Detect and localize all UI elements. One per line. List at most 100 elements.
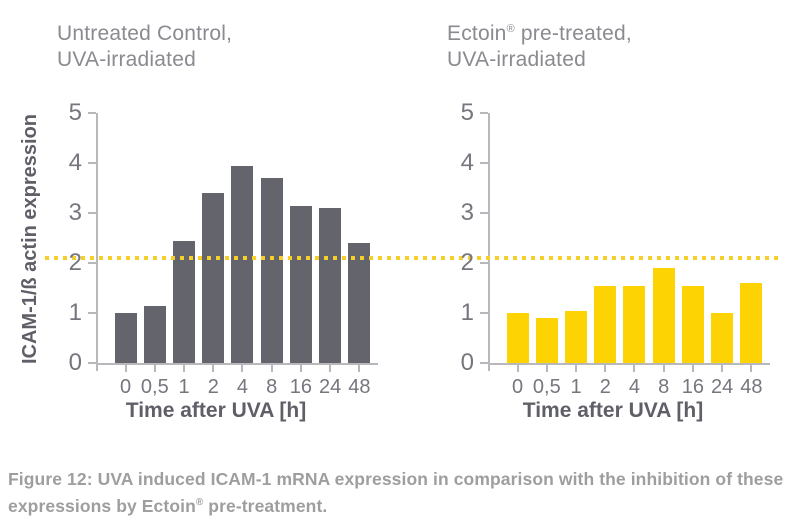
bar-0,5 — [535, 318, 558, 363]
plot-area-untreated: 5 4 3 2 1 0 0 0,5 1 2 4 8 16 24 48 — [69, 100, 378, 398]
bar-0 — [114, 313, 137, 363]
bar-4 — [623, 285, 646, 363]
bar-slot: 2 — [591, 113, 620, 398]
figure-caption: Figure 12: UVA induced ICAM-1 mRNA expre… — [8, 469, 784, 516]
x-tick-label: 8 — [658, 376, 670, 398]
bar-2 — [594, 285, 617, 363]
threshold-line — [45, 256, 783, 260]
x-tick-mark — [633, 365, 636, 372]
bar-slot: 16 — [678, 113, 707, 398]
chart-title-line1: Ectoin® pre-treated, — [447, 22, 632, 45]
x-tick-mark — [545, 365, 548, 372]
bar-slot: 48 — [737, 113, 766, 398]
x-tick-label: 2 — [207, 376, 219, 398]
bar-24 — [319, 208, 342, 363]
x-tick-label: 0 — [120, 376, 132, 398]
chart-title-ectoin: Ectoin® pre-treated, UVA-irradiated — [447, 16, 632, 73]
x-tick-mark — [212, 365, 215, 372]
y-tick-mark — [480, 212, 488, 214]
bar-48 — [740, 283, 763, 363]
axis-corner-tick — [488, 363, 490, 371]
y-tick-mark — [88, 162, 96, 164]
y-tick-label: 2 — [460, 249, 474, 276]
y-tick-label: 3 — [460, 199, 474, 226]
x-tick-label: 4 — [236, 376, 249, 398]
bar-8 — [260, 178, 283, 363]
bar-16 — [289, 205, 312, 363]
x-tick-mark — [516, 365, 519, 372]
y-tick-label: 4 — [68, 149, 82, 176]
x-tick-mark — [124, 365, 127, 372]
bar-16 — [681, 285, 704, 363]
bar-slot: 48 — [345, 113, 374, 398]
bar-slot: 8 — [257, 113, 286, 398]
bar-slot: 1 — [169, 113, 198, 398]
bar-slot: 4 — [620, 113, 649, 398]
y-tick-mark — [480, 362, 488, 364]
bar-slot: 0,5 — [140, 113, 169, 398]
y-tick-mark — [480, 112, 488, 114]
y-tick-label: 1 — [68, 299, 82, 326]
x-tick-mark — [183, 365, 186, 372]
chart-title-line2: UVA-irradiated — [447, 48, 586, 71]
x-tick-label: 16 — [681, 376, 705, 398]
x-tick-mark — [241, 365, 244, 372]
bar-slot: 16 — [286, 113, 315, 398]
bar-4 — [231, 165, 254, 363]
bar-slot: 1 — [561, 113, 590, 398]
x-tick-label: 4 — [628, 376, 641, 398]
y-tick-mark — [88, 362, 96, 364]
x-tick-mark — [691, 365, 694, 372]
bar-0,5 — [143, 305, 166, 363]
x-tick-label: 8 — [266, 376, 278, 398]
x-tick-mark — [329, 365, 332, 372]
bar-slot: 0 — [111, 113, 140, 398]
bar-slot: 0 — [503, 113, 532, 398]
x-axis-title: Time after UVA [h] — [125, 399, 307, 422]
x-tick-label: 24 — [711, 376, 734, 398]
y-tick-label: 1 — [460, 299, 474, 326]
y-tick-label: 0 — [460, 349, 474, 376]
x-tick-label: 24 — [319, 376, 342, 398]
y-tick-mark — [480, 312, 488, 314]
y-tick-mark — [480, 262, 488, 264]
y-tick-label: 3 — [68, 199, 82, 226]
x-tick-mark — [750, 365, 753, 372]
x-tick-mark — [662, 365, 665, 372]
x-tick-mark — [153, 365, 156, 372]
bar-slot: 24 — [708, 113, 737, 398]
chart-title-untreated: Untreated Control, UVA-irradiated — [57, 16, 232, 73]
y-tick-label: 0 — [68, 349, 82, 376]
bar-slot: 24 — [316, 113, 345, 398]
y-tick-mark — [88, 312, 96, 314]
x-tick-label: 48 — [348, 376, 371, 398]
bar-1 — [565, 310, 588, 363]
bar-24 — [711, 313, 734, 363]
x-tick-label: 16 — [289, 376, 313, 398]
x-axis-title: Time after UVA [h] — [522, 399, 704, 422]
bar-slot: 2 — [199, 113, 228, 398]
x-tick-label: 48 — [740, 376, 763, 398]
axis-corner-tick — [96, 363, 98, 371]
x-tick-mark — [604, 365, 607, 372]
x-tick-mark — [299, 365, 302, 372]
x-tick-label: 1 — [570, 376, 582, 398]
x-tick-label: 1 — [178, 376, 190, 398]
plot-area-ectoin: 5 4 3 2 1 0 0 0,5 1 2 4 8 16 24 48 — [461, 100, 770, 398]
bar-48 — [348, 243, 371, 363]
y-tick-label: 4 — [460, 149, 474, 176]
x-tick-mark — [358, 365, 361, 372]
registered-mark: ® — [195, 497, 204, 508]
bar-0 — [506, 313, 529, 363]
y-tick-label: 5 — [68, 99, 82, 126]
y-tick-label: 2 — [68, 249, 82, 276]
bar-slot: 4 — [228, 113, 257, 398]
chart-title-line2: UVA-irradiated — [57, 48, 196, 71]
y-tick-mark — [88, 262, 96, 264]
y-tick-label: 5 — [460, 99, 474, 126]
y-tick-mark — [88, 112, 96, 114]
y-tick-mark — [88, 212, 96, 214]
chart-title-line1: Untreated Control, — [57, 22, 233, 45]
x-tick-mark — [270, 365, 273, 372]
